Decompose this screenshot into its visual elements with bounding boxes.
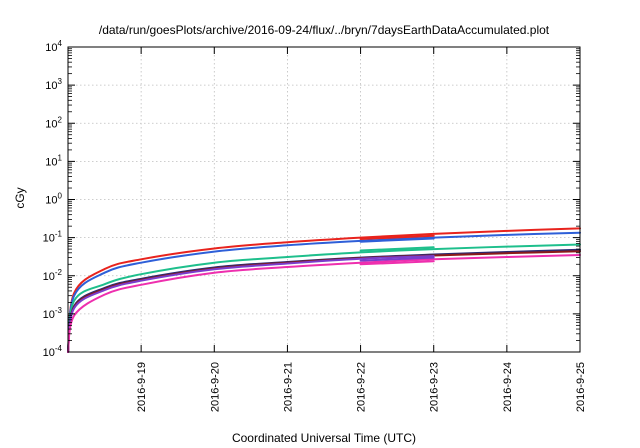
chart-title: /data/run/goesPlots/archive/2016-09-24/f… xyxy=(99,23,550,37)
plot-frame xyxy=(67,46,581,353)
series-line xyxy=(67,255,435,353)
y-tick-label: 10-1 xyxy=(43,230,63,245)
x-tick-label: 2016-9-25 xyxy=(575,362,587,412)
grid xyxy=(68,47,580,352)
axes xyxy=(67,46,581,353)
series-line xyxy=(359,246,435,252)
series-line xyxy=(67,243,581,353)
x-tick-label: 2016-9-21 xyxy=(282,362,294,412)
x-tick-label: 2016-9-23 xyxy=(429,362,441,412)
series-line xyxy=(67,227,581,353)
y-tick-label: 10-3 xyxy=(43,306,63,321)
x-tick-label: 2016-9-20 xyxy=(209,362,221,412)
series-line xyxy=(359,234,435,240)
x-tick-label: 2016-9-22 xyxy=(356,362,368,412)
y-tick-label: 102 xyxy=(45,115,62,130)
series-layer xyxy=(67,227,581,353)
series-line xyxy=(67,231,581,353)
series-line xyxy=(359,260,435,266)
y-ticks: 10-4 10-3 10-2 10-1 100 101 102 103 104 xyxy=(43,39,63,359)
y-tick-label: 104 xyxy=(45,39,62,54)
y-axis-title: cGy xyxy=(13,187,27,208)
x-axis-title: Coordinated Universal Time (UTC) xyxy=(232,431,416,445)
series-line xyxy=(67,250,581,353)
y-tick-label: 101 xyxy=(45,153,62,168)
series-line xyxy=(359,237,435,243)
y-tick-label: 103 xyxy=(45,77,62,92)
y-tick-label: 10-4 xyxy=(43,344,63,359)
y-tick-label: 10-2 xyxy=(43,268,63,283)
x-tick-label: 2016-9-24 xyxy=(502,362,514,412)
x-ticks: 2016-9-19 2016-9-20 2016-9-21 2016-9-22 2016… xyxy=(136,362,587,412)
y-tick-label: 100 xyxy=(45,192,62,207)
series-line xyxy=(359,256,435,262)
series-line xyxy=(67,254,581,353)
x-tick-label: 2016-9-19 xyxy=(136,362,148,412)
